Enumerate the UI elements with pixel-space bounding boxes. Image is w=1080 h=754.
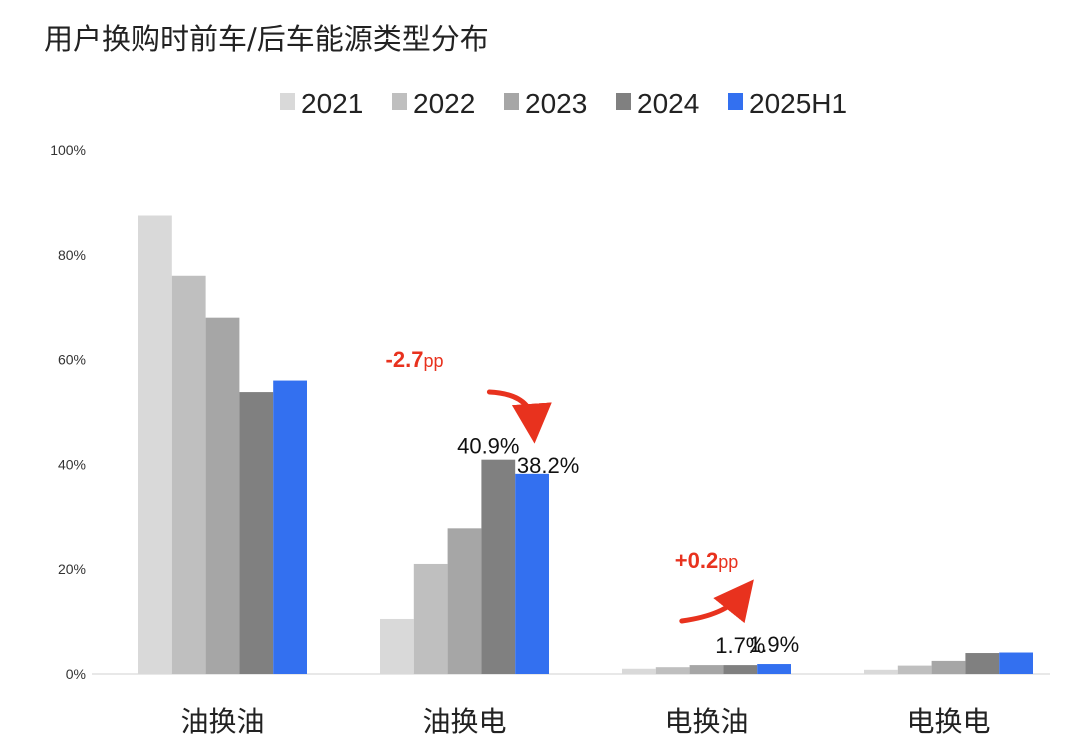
y-tick-label: 20% bbox=[58, 561, 86, 577]
legend-label-2024: 2024 bbox=[637, 88, 699, 119]
bar-电换油-2024 bbox=[723, 665, 758, 674]
bar-电换电-2021 bbox=[864, 669, 898, 674]
bar-油换油-2024 bbox=[239, 392, 274, 674]
legend: 2021 2022 2023 2024 2025H1 bbox=[280, 88, 847, 119]
x-tick-label: 油换油 bbox=[180, 705, 264, 738]
legend-label-2022: 2022 bbox=[413, 88, 475, 119]
bar-油换油-2022 bbox=[171, 275, 206, 674]
bar-电换油-2021 bbox=[622, 668, 656, 674]
legend-swatch-2025H1 bbox=[728, 93, 743, 110]
bar-油换电-2023 bbox=[447, 528, 482, 674]
data-label: 1.9% bbox=[749, 632, 799, 657]
bar-电换油-2022 bbox=[655, 667, 690, 674]
legend-label-2021: 2021 bbox=[301, 88, 363, 119]
bar-电换电-2023 bbox=[931, 660, 966, 674]
bar-电换油-2023 bbox=[689, 665, 724, 674]
bar-油换电-2022 bbox=[413, 563, 448, 674]
x-tick-label: 电换油 bbox=[664, 705, 748, 738]
legend-swatch-2024 bbox=[616, 93, 631, 110]
legend-label-2025H1: 2025H1 bbox=[749, 88, 847, 119]
y-tick-label: 80% bbox=[58, 247, 86, 263]
bar-油换油-2021 bbox=[138, 215, 172, 674]
bar-油换电-2021 bbox=[380, 618, 414, 674]
bar-油换油-2025H1 bbox=[273, 380, 307, 674]
annotations: -2.7pp +0.2pp bbox=[386, 347, 754, 624]
bar-油换电-2025H1 bbox=[515, 473, 549, 674]
y-tick-label: 0% bbox=[66, 666, 86, 682]
bar-电换电-2022 bbox=[897, 665, 932, 674]
data-label: 38.2% bbox=[517, 453, 579, 478]
change-annotation: -2.7pp bbox=[386, 347, 444, 372]
change-annotation: +0.2pp bbox=[675, 548, 738, 573]
data-labels: 40.9%38.2% 1.7%1.9% bbox=[457, 434, 799, 658]
legend-label-2023: 2023 bbox=[525, 88, 587, 119]
change-arrow-icon bbox=[486, 389, 552, 444]
bar-电换电-2024 bbox=[965, 653, 1000, 674]
legend-swatch-2022 bbox=[392, 93, 407, 110]
legend-swatch-2021 bbox=[280, 93, 295, 110]
y-tick-label: 40% bbox=[58, 456, 86, 472]
x-tick-label: 电换电 bbox=[906, 705, 990, 738]
bar-电换油-2025H1 bbox=[757, 664, 791, 674]
bar-电换电-2025H1 bbox=[999, 652, 1033, 674]
change-arrow-icon bbox=[679, 579, 754, 624]
x-axis: 油换油 油换电 电换油 电换电 bbox=[180, 705, 990, 738]
y-tick-label: 100% bbox=[50, 142, 86, 158]
data-label: 1.7% bbox=[715, 633, 765, 658]
x-tick-label: 油换电 bbox=[422, 705, 506, 738]
bar-油换电-2024 bbox=[481, 459, 516, 674]
chart-title: 用户换购时前车/后车能源类型分布 bbox=[44, 22, 489, 56]
data-label: 40.9% bbox=[457, 434, 519, 459]
bars bbox=[138, 215, 1033, 674]
bar-油换油-2023 bbox=[205, 317, 240, 674]
y-axis: 0% 20% 40% 60% 80% 100% bbox=[50, 142, 86, 682]
legend-swatch-2023 bbox=[504, 93, 519, 110]
y-tick-label: 60% bbox=[58, 352, 86, 368]
